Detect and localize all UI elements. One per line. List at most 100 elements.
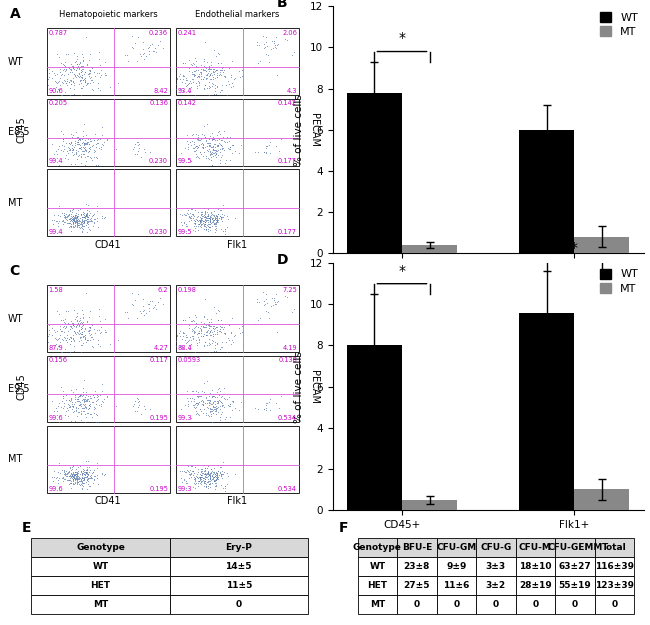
Point <box>203 226 213 236</box>
Point <box>144 299 154 309</box>
Point <box>203 82 214 92</box>
Point <box>73 62 84 72</box>
Point <box>220 337 231 347</box>
Point <box>190 476 200 486</box>
Point <box>194 216 205 226</box>
Point <box>75 466 86 476</box>
Point <box>203 219 213 229</box>
Point <box>211 135 222 145</box>
Point <box>212 472 222 482</box>
Point <box>81 208 92 217</box>
Point <box>75 218 86 228</box>
Point <box>209 211 220 221</box>
Point <box>220 158 230 168</box>
Point <box>209 215 219 225</box>
Point <box>73 394 84 404</box>
Point <box>46 323 57 333</box>
Point <box>200 207 210 217</box>
Point <box>269 293 280 303</box>
Point <box>59 64 70 74</box>
Point <box>188 58 198 68</box>
Point <box>211 216 221 226</box>
Point <box>64 214 74 224</box>
Point <box>185 213 195 222</box>
Point <box>210 396 220 406</box>
Point <box>198 408 208 418</box>
Point <box>210 469 220 479</box>
Point <box>252 37 262 47</box>
Point <box>208 396 218 406</box>
Point <box>181 332 192 342</box>
Point <box>158 42 168 52</box>
Point <box>58 216 68 226</box>
Point <box>67 472 77 482</box>
Point <box>68 475 79 485</box>
Point <box>214 326 225 336</box>
Point <box>86 75 96 85</box>
Point <box>202 83 212 93</box>
Point <box>57 476 68 486</box>
Point <box>207 72 218 82</box>
Point <box>203 474 214 484</box>
Point <box>216 65 226 75</box>
Point <box>187 213 198 222</box>
Point <box>58 472 68 482</box>
Point <box>72 469 83 479</box>
Point <box>217 209 228 219</box>
Point <box>62 468 73 478</box>
Point <box>73 400 84 410</box>
Point <box>207 214 217 224</box>
Point <box>198 131 209 141</box>
Point <box>83 214 93 224</box>
Text: Flk1: Flk1 <box>227 239 247 249</box>
Point <box>134 396 144 406</box>
Point <box>196 474 206 484</box>
Point <box>198 322 209 332</box>
Point <box>211 409 221 419</box>
Point <box>203 213 214 223</box>
Point <box>181 80 192 90</box>
Point <box>201 225 211 235</box>
Point <box>207 149 217 159</box>
Point <box>83 217 94 227</box>
Point <box>192 81 203 91</box>
Point <box>211 322 222 332</box>
Point <box>229 402 240 412</box>
Text: D: D <box>277 253 289 268</box>
Point <box>68 145 78 155</box>
Point <box>197 386 207 396</box>
Point <box>271 289 281 299</box>
Point <box>209 135 220 145</box>
Point <box>72 311 82 321</box>
Text: Ery-P: Ery-P <box>226 542 252 552</box>
Text: MT: MT <box>8 198 23 208</box>
Point <box>214 87 225 97</box>
Point <box>75 158 86 168</box>
Point <box>223 76 233 86</box>
Point <box>66 211 77 221</box>
Point <box>211 322 221 332</box>
Point <box>209 134 219 144</box>
Point <box>96 144 106 154</box>
Point <box>200 479 211 489</box>
Point <box>61 335 72 345</box>
Point <box>218 483 228 493</box>
Point <box>67 214 77 224</box>
Point <box>75 204 86 214</box>
Point <box>72 394 82 404</box>
Point <box>66 138 77 148</box>
Point <box>51 410 62 420</box>
Point <box>194 221 205 231</box>
Point <box>72 469 82 479</box>
Point <box>134 142 144 152</box>
Point <box>77 61 88 71</box>
Point <box>211 219 222 229</box>
Point <box>122 50 132 60</box>
Point <box>210 145 220 155</box>
Point <box>60 64 71 74</box>
Point <box>71 472 81 482</box>
Point <box>76 324 86 334</box>
Point <box>58 393 68 403</box>
Point <box>140 51 151 61</box>
Point <box>100 314 110 324</box>
